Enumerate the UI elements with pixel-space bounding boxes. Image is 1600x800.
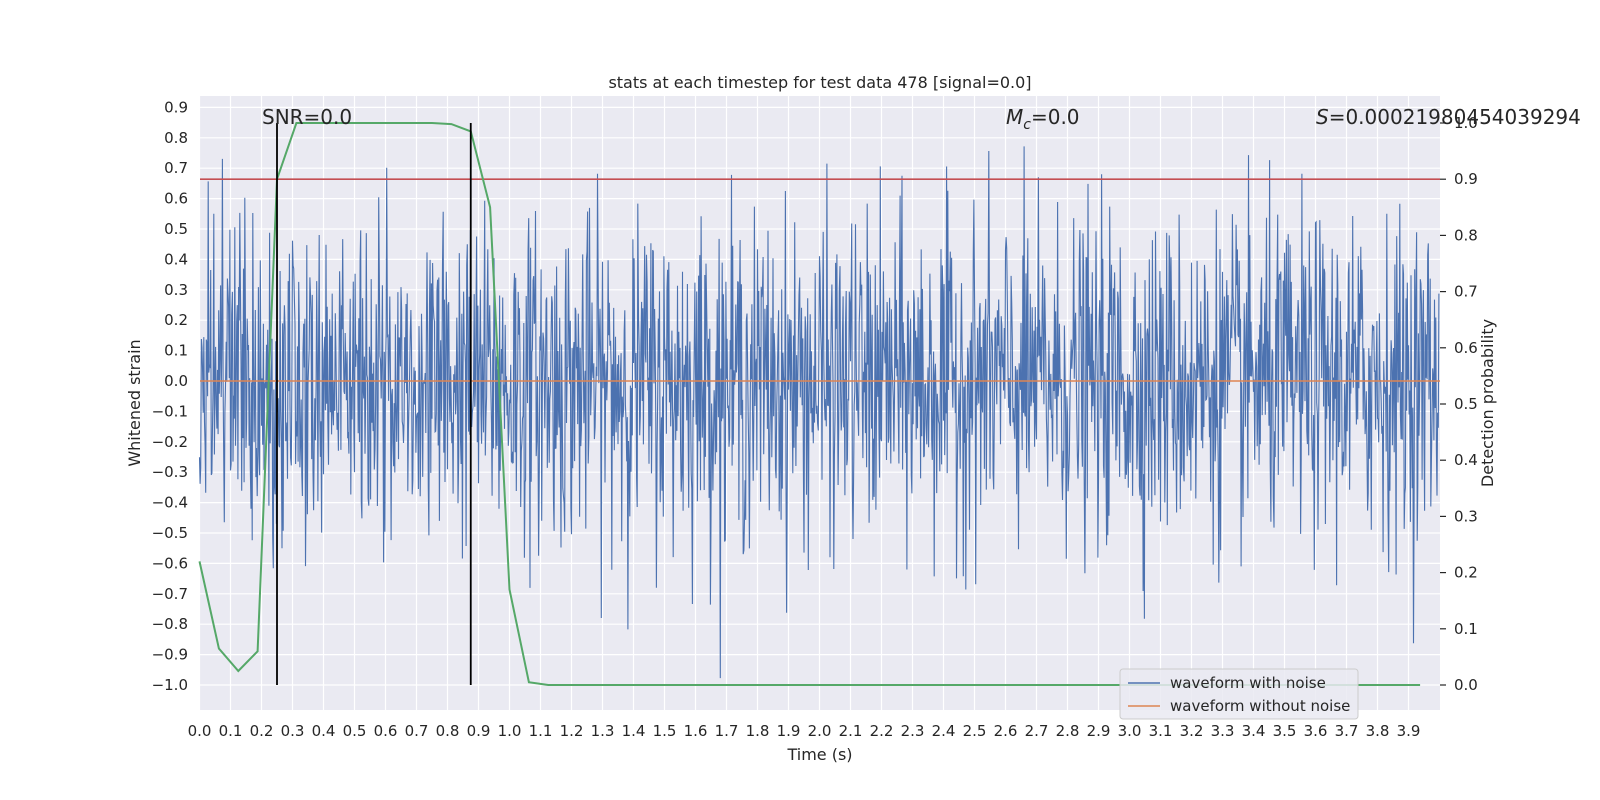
x-tick-label: 1.8 bbox=[746, 722, 770, 740]
x-tick-label: 3.4 bbox=[1242, 722, 1266, 740]
detection-probability-series bbox=[198, 122, 1421, 686]
chirp-mass-symbol: M bbox=[1006, 105, 1023, 129]
x-tick-label: 2.1 bbox=[839, 722, 863, 740]
y2-tick-label: 1.0 bbox=[1454, 114, 1478, 132]
y-tick-label: −0.1 bbox=[152, 402, 188, 420]
x-tick-label: 3.8 bbox=[1366, 722, 1390, 740]
x-tick-label: 2.3 bbox=[901, 722, 925, 740]
x-tick-labels: 0.0 0.1 0.2 0.3 0.4 0.5 0.6 0.7 0.8 0.9 1.0 1.1 1.2 1… bbox=[188, 722, 1421, 740]
legend-label-noise: waveform with noise bbox=[1170, 674, 1326, 692]
x-tick-label: 1.5 bbox=[653, 722, 677, 740]
y-tick-label: −0.6 bbox=[152, 554, 188, 572]
x-tick-label: 0.8 bbox=[436, 722, 460, 740]
y-tick-label: 0.8 bbox=[164, 129, 188, 147]
legend-box bbox=[1119, 668, 1359, 720]
x-tick-label: 0.3 bbox=[281, 722, 305, 740]
chirp-mass-subscript: c bbox=[1023, 117, 1031, 133]
chirp-mass-annotation: Mc=0.0 bbox=[1006, 105, 1080, 133]
chirp-mass-value: =0.0 bbox=[1031, 105, 1080, 129]
y-tick-label: −0.3 bbox=[152, 463, 188, 481]
x-tick-label: 1.6 bbox=[684, 722, 708, 740]
y-tick-label: −0.2 bbox=[152, 433, 188, 451]
y-tick-label: 0.6 bbox=[164, 190, 188, 208]
y2-tick-label: 0.4 bbox=[1454, 451, 1478, 469]
y2-tick-label: 0.1 bbox=[1454, 620, 1478, 638]
y2-axis-label: Detection probability bbox=[1478, 319, 1497, 487]
y-tick-label: 0.2 bbox=[164, 311, 188, 329]
x-tick-label: 2.6 bbox=[994, 722, 1018, 740]
s-annotation: S=0.00021980454039294 bbox=[1316, 105, 1581, 129]
x-tick-label: 2.8 bbox=[1056, 722, 1080, 740]
x-tick-label: 1.9 bbox=[777, 722, 801, 740]
y-tick-label: 0.0 bbox=[164, 372, 188, 390]
y-tick-label: 0.5 bbox=[164, 220, 188, 238]
y-tick-label: 0.4 bbox=[164, 250, 188, 268]
y-tick-label: 0.3 bbox=[164, 281, 188, 299]
y-tick-label: −0.4 bbox=[152, 494, 188, 512]
x-tick-label: 3.0 bbox=[1118, 722, 1142, 740]
event-marker-lines bbox=[276, 123, 472, 685]
x-tick-label: 2.5 bbox=[963, 722, 987, 740]
y-tick-label: −0.5 bbox=[152, 524, 188, 542]
x-tick-label: 1.4 bbox=[622, 722, 646, 740]
y2-tick-label: 0.2 bbox=[1454, 564, 1478, 582]
y2-tick-label: 0.5 bbox=[1454, 395, 1478, 413]
snr-annotation: SNR=0.0 bbox=[262, 105, 352, 129]
x-tick-label: 2.9 bbox=[1087, 722, 1111, 740]
y-tick-label: −1.0 bbox=[152, 676, 188, 694]
x-tick-label: 2.2 bbox=[870, 722, 894, 740]
y2-tick-label: 0.3 bbox=[1454, 507, 1478, 525]
x-tick-label: 0.1 bbox=[219, 722, 243, 740]
y2-tick-labels: 0.0 0.1 0.2 0.3 0.4 0.5 0.6 0.7 0.8 0.9 1.0 bbox=[1440, 114, 1478, 694]
x-tick-label: 3.1 bbox=[1149, 722, 1173, 740]
y-tick-labels: 0.9 0.8 0.7 0.6 0.5 0.4 0.3 0.2 0.1 0.0 −0.1 −0.2 −0… bbox=[152, 98, 188, 694]
x-tick-label: 2.7 bbox=[1025, 722, 1049, 740]
legend-label-clean: waveform without noise bbox=[1170, 697, 1350, 715]
y-tick-label: 0.7 bbox=[164, 159, 188, 177]
x-tick-label: 3.5 bbox=[1273, 722, 1297, 740]
s-value: =0.00021980454039294 bbox=[1329, 105, 1581, 129]
x-tick-label: 1.3 bbox=[591, 722, 615, 740]
y-axis-label: Whitened strain bbox=[125, 339, 144, 466]
x-tick-label: 3.2 bbox=[1180, 722, 1204, 740]
y2-tick-label: 0.8 bbox=[1454, 226, 1478, 244]
x-tick-label: 1.7 bbox=[715, 722, 739, 740]
x-tick-label: 0.2 bbox=[250, 722, 274, 740]
x-tick-label: 1.1 bbox=[529, 722, 553, 740]
x-tick-label: 0.9 bbox=[467, 722, 491, 740]
y2-tick-label: 0.7 bbox=[1454, 283, 1478, 301]
x-axis-label: Time (s) bbox=[786, 745, 852, 764]
x-tick-label: 0.7 bbox=[405, 722, 429, 740]
x-tick-label: 3.3 bbox=[1211, 722, 1235, 740]
y2-tick-label: 0.6 bbox=[1454, 339, 1478, 357]
y2-tick-label: 0.9 bbox=[1454, 170, 1478, 188]
legend: waveform with noise waveform without noi… bbox=[1119, 668, 1359, 720]
s-symbol: S bbox=[1316, 105, 1329, 129]
y-tick-label: −0.7 bbox=[152, 585, 188, 603]
x-tick-label: 0.6 bbox=[374, 722, 398, 740]
waveform-with-noise-series bbox=[198, 146, 1440, 679]
x-tick-label: 3.6 bbox=[1304, 722, 1328, 740]
noise-trace bbox=[198, 146, 1440, 679]
x-tick-label: 2.4 bbox=[932, 722, 956, 740]
x-tick-label: 0.4 bbox=[312, 722, 336, 740]
x-tick-label: 2.0 bbox=[808, 722, 832, 740]
y-tick-label: 0.9 bbox=[164, 98, 188, 116]
chart-title: stats at each timestep for test data 478… bbox=[608, 73, 1031, 92]
x-tick-label: 3.7 bbox=[1335, 722, 1359, 740]
y-tick-label: 0.1 bbox=[164, 342, 188, 360]
x-tick-label: 3.9 bbox=[1397, 722, 1421, 740]
x-tick-label: 0.0 bbox=[188, 722, 212, 740]
x-tick-label: 1.2 bbox=[560, 722, 584, 740]
y-tick-label: −0.9 bbox=[152, 646, 188, 664]
y2-tick-label: 0.0 bbox=[1454, 676, 1478, 694]
x-tick-label: 0.5 bbox=[343, 722, 367, 740]
y-tick-label: −0.8 bbox=[152, 615, 188, 633]
x-tick-label: 1.0 bbox=[498, 722, 522, 740]
